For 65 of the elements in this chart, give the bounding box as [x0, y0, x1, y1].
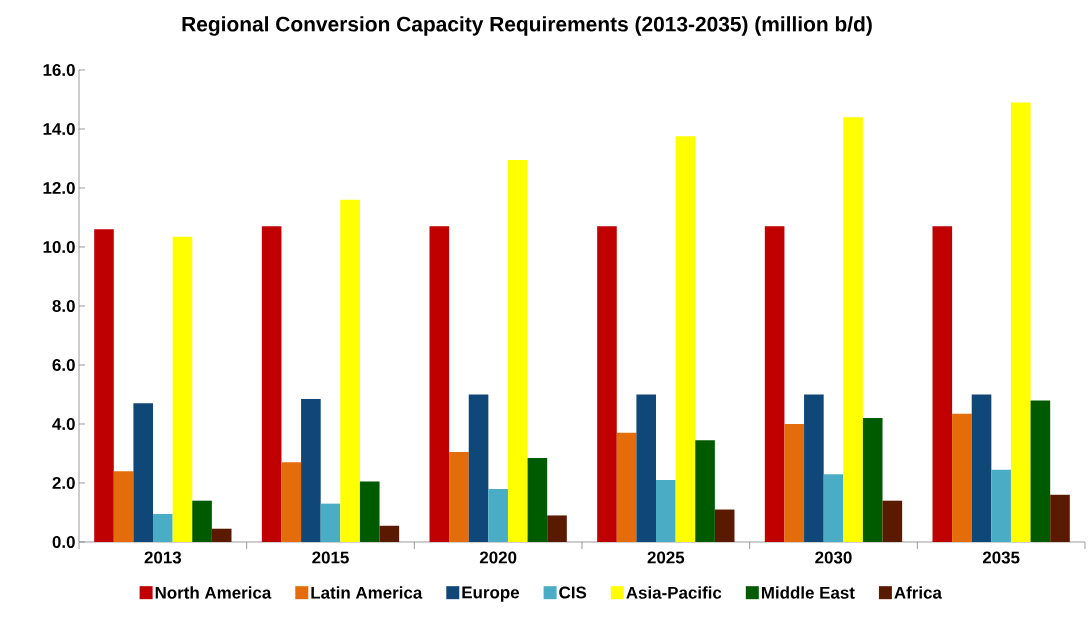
y-tick-label: 6.0	[52, 358, 75, 371]
bar	[320, 503, 341, 542]
bar	[636, 394, 657, 542]
bar	[527, 457, 548, 542]
bar	[192, 500, 212, 542]
bar	[804, 394, 824, 542]
bar	[882, 500, 903, 542]
x-tick-label: 2013	[144, 551, 182, 564]
bar	[301, 398, 321, 542]
bar	[714, 509, 735, 542]
bar	[1010, 102, 1031, 542]
bar	[764, 226, 785, 542]
legend-label: Africa	[894, 586, 943, 599]
bar	[449, 452, 469, 542]
bar	[359, 481, 380, 542]
x-tick-label: 2020	[479, 551, 517, 564]
bar	[468, 394, 489, 542]
bar	[862, 418, 883, 542]
y-tick-label: 4.0	[52, 417, 75, 430]
bar	[133, 403, 154, 542]
legend-label: Latin America	[311, 586, 423, 599]
legend-label: Europe	[462, 586, 520, 602]
y-tick-label: 16.0	[43, 63, 75, 76]
bar	[379, 525, 400, 542]
bar	[932, 226, 953, 542]
bar	[547, 515, 567, 542]
legend-label: North America	[155, 586, 272, 599]
bar	[153, 513, 173, 542]
y-tick-label: 10.0	[43, 240, 75, 253]
bar	[597, 226, 617, 542]
bar	[843, 117, 863, 542]
bar	[488, 488, 508, 542]
y-tick-label: 8.0	[52, 299, 75, 312]
bar	[616, 432, 637, 542]
bar	[695, 440, 715, 542]
bar	[429, 226, 450, 542]
bar	[952, 413, 972, 542]
bar	[113, 471, 134, 542]
x-tick-label: 2030	[815, 551, 852, 564]
y-tick-label: 0.0	[52, 535, 75, 548]
bar	[211, 528, 232, 542]
bar	[340, 199, 360, 542]
bar	[261, 226, 282, 542]
x-tick-label: 2015	[312, 551, 349, 564]
bar	[172, 236, 193, 542]
y-tick-label: 12.0	[43, 181, 75, 194]
chart-title: Regional Conversion Capacity Requirements (2013-2035) (million b/d)	[182, 16, 872, 36]
bar	[971, 394, 992, 542]
bar	[94, 229, 114, 542]
bar	[784, 423, 805, 542]
bar	[675, 136, 696, 542]
bar	[281, 462, 302, 542]
y-tick-label: 14.0	[43, 122, 75, 135]
bar	[1030, 400, 1051, 542]
legend-label: CIS	[559, 586, 587, 599]
x-tick-label: 2025	[647, 551, 685, 564]
bar	[823, 474, 844, 542]
bar	[1050, 494, 1070, 542]
legend-label: Asia-Pacific	[626, 586, 722, 599]
legend-label: Middle East	[761, 586, 855, 599]
y-tick-label: 2.0	[52, 476, 75, 489]
bar	[507, 159, 528, 542]
x-tick-label: 2035	[982, 551, 1020, 564]
bar	[656, 480, 676, 542]
bar	[991, 469, 1011, 542]
